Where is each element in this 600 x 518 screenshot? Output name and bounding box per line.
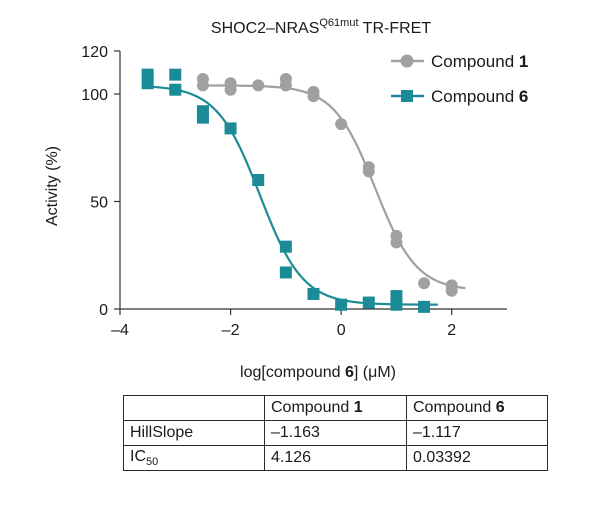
table-header-cell-empty <box>123 395 265 421</box>
data-point-series-0 <box>362 165 375 178</box>
tick-labels: –4 –2 0 2 0 50 100 120 <box>81 44 456 339</box>
ic50-label: IC <box>130 447 146 465</box>
x-tick-label: –4 <box>111 322 129 339</box>
data-point-series-1 <box>418 300 431 313</box>
legend: Compound 1 Compound 6 <box>391 52 528 106</box>
ic50-compound-1: 4.126 <box>264 445 407 471</box>
legend-item-compound-6: Compound 6 <box>391 87 528 106</box>
table-row-hillslope: HillSlope –1.163 –1.117 <box>123 420 548 446</box>
data-point-series-0 <box>279 79 292 92</box>
fit-parameters-table: Compound 1 Compound 6 HillSlope –1.163 –… <box>123 395 548 471</box>
legend-item-compound-1: Compound 1 <box>391 52 528 71</box>
table-row-label-hillslope: HillSlope <box>123 420 265 446</box>
legend-label-bold-1: 1 <box>519 52 528 71</box>
data-point-series-1 <box>307 287 320 300</box>
hillslope-compound-1: –1.163 <box>264 420 407 446</box>
table-header-compound-6: Compound 6 <box>406 395 548 421</box>
ic50-compound-6: 0.03392 <box>406 445 548 471</box>
x-tick-label: 0 <box>337 322 346 339</box>
data-point-series-0 <box>335 118 348 131</box>
y-axis-label: Activity (%) <box>44 146 61 226</box>
data-points <box>141 68 458 313</box>
y-tick-label: 0 <box>99 302 108 319</box>
data-point-series-0 <box>252 79 265 92</box>
data-point-series-1 <box>362 296 375 309</box>
hillslope-label: HillSlope <box>130 424 194 441</box>
legend-label-compound-6: Compound 6 <box>431 87 528 106</box>
table-header-text-6: Compound <box>413 399 496 416</box>
x-axis-label-bold: 6 <box>345 364 354 381</box>
x-axis-label-suffix: ] (μM) <box>354 364 396 381</box>
table-row-ic50: IC50 4.126 0.03392 <box>123 445 548 471</box>
legend-label-bold-6: 6 <box>519 87 528 106</box>
data-point-series-1 <box>141 77 154 90</box>
fit-curve-series-1 <box>142 85 438 306</box>
fit-curve-series-0 <box>200 84 466 290</box>
x-axis-label: log[compound 6] (μM) <box>240 364 396 381</box>
fit-curves <box>142 84 466 306</box>
data-point-series-0 <box>307 90 320 103</box>
data-point-series-0 <box>224 83 237 96</box>
data-point-series-1 <box>252 174 265 186</box>
legend-label-compound-1: Compound 1 <box>431 52 528 71</box>
chart-title-superscript: Q61mut <box>319 17 358 29</box>
legend-marker-compound-6 <box>401 90 413 102</box>
data-point-series-0 <box>390 236 403 249</box>
data-point-series-1 <box>279 240 292 253</box>
legend-label-prefix-6: Compound <box>431 87 519 106</box>
data-point-series-1 <box>390 298 403 311</box>
table-header-bold-6: 6 <box>495 399 505 416</box>
dose-response-chart: SHOC2–NRASQ61mut TR-FRET –4 –2 0 2 0 50 100 120… <box>44 17 528 381</box>
legend-label-prefix-1: Compound <box>431 52 519 71</box>
ic50-label-sub: 50 <box>146 456 159 469</box>
chart-title-suffix: TR-FRET <box>359 20 432 37</box>
y-tick-label: 100 <box>81 87 108 104</box>
hillslope-compound-6: –1.117 <box>406 420 548 446</box>
data-point-series-1 <box>279 266 292 279</box>
legend-marker-compound-1 <box>400 54 414 68</box>
x-tick-label: 2 <box>447 322 456 339</box>
data-point-series-1 <box>169 68 182 81</box>
data-point-series-0 <box>196 79 209 92</box>
table-header-row: Compound 1 Compound 6 <box>123 395 548 421</box>
data-point-series-1 <box>335 298 348 311</box>
table-header-text-1: Compound <box>271 399 354 416</box>
data-point-series-1 <box>196 111 209 124</box>
chart-title: SHOC2–NRASQ61mut TR-FRET <box>211 17 431 37</box>
axes <box>114 50 507 315</box>
table-header-compound-1: Compound 1 <box>264 395 407 421</box>
data-point-series-0 <box>418 277 431 290</box>
y-tick-label: 50 <box>90 195 108 212</box>
data-point-series-1 <box>224 122 237 135</box>
x-tick-label: –2 <box>222 322 240 339</box>
data-point-series-1 <box>169 83 182 96</box>
data-point-series-0 <box>445 284 458 297</box>
x-axis-label-prefix: log[compound <box>240 364 345 381</box>
table-header-bold-1: 1 <box>353 399 363 416</box>
y-tick-label: 120 <box>81 44 108 61</box>
chart-title-prefix: SHOC2–NRAS <box>211 20 319 37</box>
table-row-label-ic50: IC50 <box>123 445 265 471</box>
